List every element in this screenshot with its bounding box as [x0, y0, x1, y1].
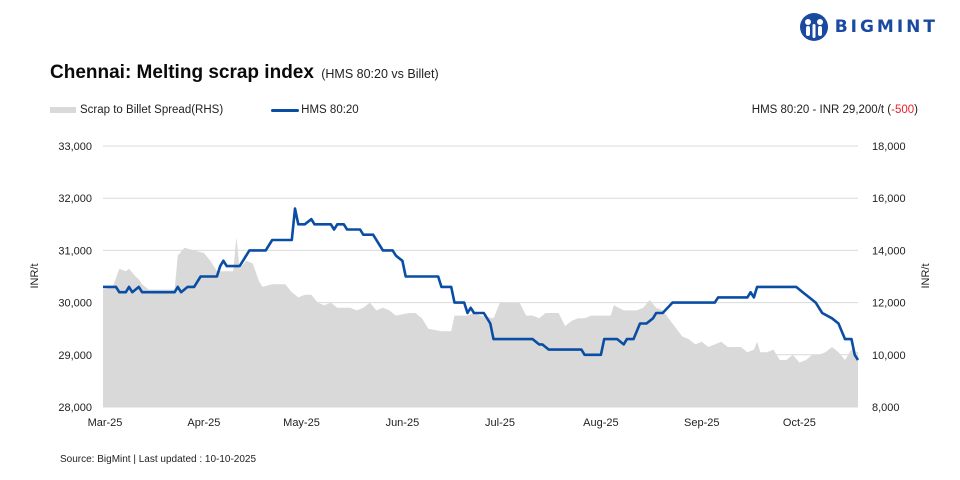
svg-text:10,000: 10,000 [872, 350, 906, 362]
y-axis-left-ticks: 28,000 29,000 30,000 31,000 32,000 33,000 [58, 141, 92, 414]
spread-area [103, 237, 858, 407]
svg-text:Jun-25: Jun-25 [386, 417, 420, 429]
svg-text:16,000: 16,000 [872, 193, 906, 205]
svg-text:Oct-25: Oct-25 [783, 417, 816, 429]
svg-text:31,000: 31,000 [58, 245, 92, 257]
chart-title-main: Chennai: Melting scrap index [50, 62, 314, 83]
svg-text:33,000: 33,000 [58, 141, 92, 153]
price-annotation: HMS 80:20 - INR 29,200/t (-500) [752, 104, 918, 116]
y-axis-right-label: INR/t [920, 263, 932, 288]
svg-text:8,000: 8,000 [872, 402, 900, 414]
svg-text:29,000: 29,000 [58, 350, 92, 362]
svg-text:30,000: 30,000 [58, 298, 92, 310]
svg-text:Aug-25: Aug-25 [583, 417, 618, 429]
chart-subtitle: (HMS 80:20 vs Billet) [321, 67, 439, 81]
brand-logo: BIGMINT [799, 12, 938, 42]
svg-text:Jul-25: Jul-25 [485, 417, 515, 429]
svg-text:Apr-25: Apr-25 [187, 417, 220, 429]
svg-text:12,000: 12,000 [872, 298, 906, 310]
svg-text:May-25: May-25 [283, 417, 320, 429]
source-footer: Source: BigMint | Last updated : 10-10-2… [60, 454, 257, 465]
chart-title: Chennai: Melting scrap index (HMS 80:20 … [50, 62, 439, 84]
bigmint-logo-icon [799, 13, 828, 41]
annotation-suffix: ) [914, 104, 918, 116]
legend-label-spread: Scrap to Billet Spread(RHS) [80, 104, 224, 116]
annotation-text: HMS 80:20 - INR 29,200/t ( [751, 104, 892, 116]
brand-name: BIGMINT [834, 17, 938, 37]
svg-text:28,000: 28,000 [58, 402, 92, 414]
legend-label-hms: HMS 80:20 [301, 104, 359, 116]
svg-text:Mar-25: Mar-25 [88, 417, 123, 429]
svg-text:32,000: 32,000 [58, 193, 92, 205]
legend-swatch-line [271, 108, 300, 112]
y-axis-right-ticks: 8,000 10,000 12,000 14,000 16,000 18,000 [872, 141, 906, 414]
y-axis-left-label: INR/t [29, 263, 41, 288]
svg-text:18,000: 18,000 [872, 141, 906, 153]
x-axis-ticks: Mar-25 Apr-25 May-25 Jun-25 Jul-25 Aug-25 Sep-… [88, 417, 816, 429]
annotation-change: -500 [891, 104, 915, 116]
legend-swatch-area [50, 107, 76, 113]
chart-legend: Scrap to Billet Spread(RHS) HMS 80:20 [50, 104, 359, 116]
svg-text:Sep-25: Sep-25 [684, 417, 719, 429]
hms-line [103, 207, 860, 361]
svg-text:14,000: 14,000 [872, 245, 906, 257]
